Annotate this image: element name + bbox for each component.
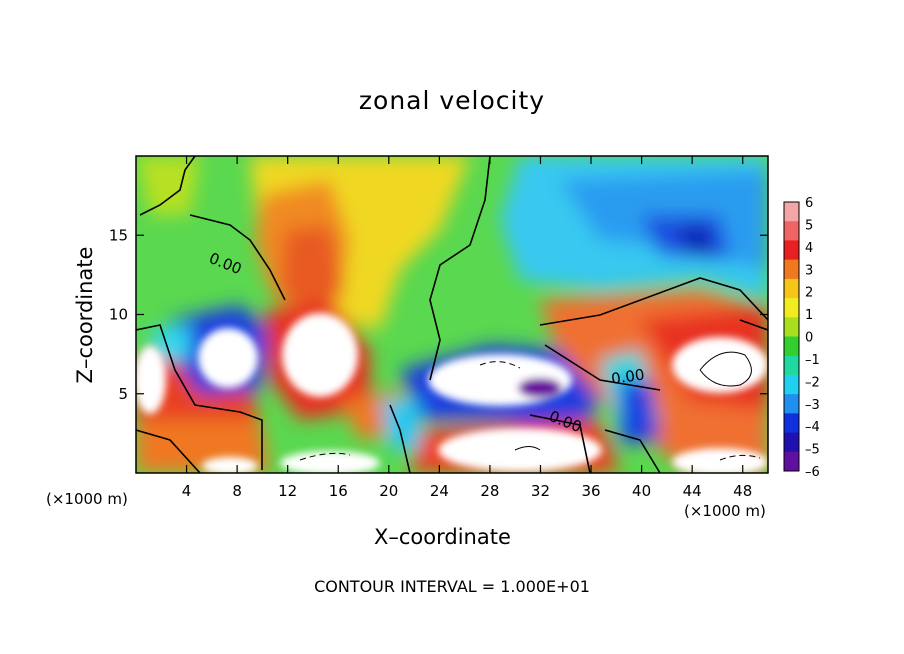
colorbar-tick-label: 3	[805, 263, 813, 278]
colorbar-swatch	[784, 374, 799, 395]
colorbar-swatch	[784, 221, 799, 241]
colorbar-swatch	[784, 432, 799, 453]
colorbar-swatch	[784, 451, 799, 472]
colorbar-swatch	[784, 394, 799, 414]
colorbar-tick-label: 4	[805, 241, 813, 256]
x-tick-label: 28	[480, 482, 499, 500]
colorbar-swatch	[784, 336, 799, 357]
heatmap-field	[136, 156, 768, 473]
x-units-right: (×1000 m)	[684, 502, 766, 520]
x-tick-label: 44	[683, 482, 702, 500]
colorbar: 6 5 4 3 2 1 0 –1 –2 –3 –4 –5 –6	[783, 196, 820, 480]
x-tick-label: 36	[581, 482, 600, 500]
colorbar-tick-label: –3	[805, 398, 820, 413]
x-tick-label: 24	[430, 482, 449, 500]
colorbar-swatch	[784, 355, 799, 376]
x-tick-label: 40	[632, 482, 651, 500]
contour-interval-note: CONTOUR INTERVAL = 1.000E+01	[314, 577, 590, 596]
colorbar-tick-label: –5	[805, 443, 820, 458]
x-tick-label: 32	[531, 482, 550, 500]
colorbar-swatch	[784, 298, 799, 318]
x-tick-label: 4	[182, 482, 192, 500]
contour-label: 0.00	[610, 365, 646, 387]
x-tick-label: 16	[329, 482, 348, 500]
colorbar-swatch	[784, 317, 799, 337]
colorbar-tick-label: –6	[805, 465, 820, 480]
colorbar-frame	[783, 201, 800, 472]
colorbar-tick-label: 2	[805, 286, 813, 301]
x-units-left: (×1000 m)	[46, 490, 128, 508]
colorbar-swatch	[784, 413, 799, 434]
y-axis-label: Z–coordinate	[73, 246, 97, 384]
x-tick-label: 48	[733, 482, 752, 500]
x-tick-label: 20	[379, 482, 398, 500]
y-tick-label: 10	[109, 306, 128, 324]
colorbar-tick-label: 0	[805, 331, 813, 346]
x-axis-label: X–coordinate	[374, 525, 511, 549]
colorbar-tick-label: –1	[805, 353, 820, 368]
colorbar-tick-label: 1	[805, 308, 813, 323]
colorbar-swatch	[784, 259, 799, 280]
x-tick-label: 8	[232, 482, 242, 500]
colorbar-swatch	[784, 278, 799, 299]
colorbar-tick-label: –4	[805, 420, 820, 435]
colorbar-tick-label: –2	[805, 375, 820, 390]
zero-contours	[136, 156, 768, 473]
chart-title: zonal velocity	[358, 86, 546, 115]
colorbar-swatch	[784, 202, 799, 222]
colorbar-tick-label: 5	[805, 218, 813, 233]
x-tick-label: 12	[278, 482, 297, 500]
colorbar-swatch	[784, 240, 799, 261]
y-tick-label: 15	[109, 226, 128, 244]
colorbar-tick-label: 6	[805, 196, 813, 211]
y-tick-label: 5	[118, 385, 128, 403]
